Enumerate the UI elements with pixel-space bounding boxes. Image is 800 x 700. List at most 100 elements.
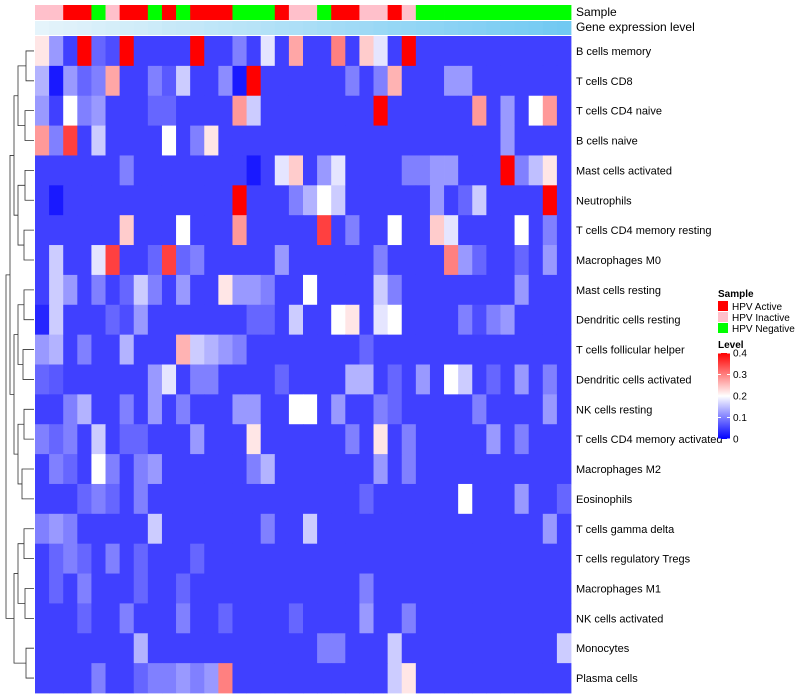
heatmap-cell <box>49 65 64 97</box>
heatmap-cell <box>176 483 191 515</box>
heatmap-cell <box>35 155 50 186</box>
gene-expression-cell <box>556 21 572 35</box>
heatmap-cell <box>105 394 121 425</box>
heatmap-cell <box>133 65 149 97</box>
heatmap-cell <box>387 394 403 425</box>
heatmap-cell <box>204 513 219 545</box>
heatmap-cell <box>556 95 572 126</box>
sample-annotation-cell <box>161 5 177 20</box>
heatmap-cell <box>429 334 445 365</box>
heatmap-cell <box>444 394 459 425</box>
heatmap-cell <box>218 245 233 276</box>
heatmap-cell <box>556 245 572 276</box>
heatmap-cell <box>345 424 360 455</box>
heatmap-cell <box>204 573 219 604</box>
heatmap-cell <box>246 364 262 395</box>
heatmap-cell <box>331 543 346 574</box>
heatmap-cell <box>119 334 135 365</box>
heatmap-cell <box>35 125 50 156</box>
heatmap-cell <box>528 573 544 604</box>
heatmap-cell <box>429 573 445 604</box>
sample-annotation-cell <box>444 5 459 20</box>
heatmap-cell <box>77 603 92 634</box>
heatmap-cell <box>232 125 247 156</box>
heatmap-cell <box>528 424 544 455</box>
heatmap-cell <box>176 36 191 67</box>
heatmap-cell <box>528 125 544 156</box>
dendrogram-branch <box>9 155 14 395</box>
dendrogram-branch <box>17 423 24 485</box>
heatmap-cell <box>274 304 290 336</box>
level-tick-label: 0.1 <box>733 413 747 424</box>
heatmap-cell <box>514 155 530 186</box>
heatmap-cell <box>119 274 135 306</box>
sample-annotation-cell <box>528 5 544 20</box>
heatmap-cell <box>147 95 163 126</box>
heatmap-cell <box>401 185 417 216</box>
heatmap-cell <box>373 245 389 276</box>
dendrogram-branch <box>23 408 34 440</box>
heatmap-cell <box>274 394 290 425</box>
heatmap-cell <box>274 424 290 455</box>
heatmap-cell <box>35 36 50 67</box>
heatmap-cell <box>345 573 360 604</box>
heatmap-cell <box>429 304 445 336</box>
heatmap-cell <box>542 424 558 455</box>
heatmap-cell <box>486 364 501 395</box>
heatmap-cell <box>232 394 247 425</box>
heatmap-cell <box>105 95 121 126</box>
heatmap-cell <box>288 513 304 545</box>
heatmap-cell <box>161 663 177 694</box>
heatmap-cell <box>303 215 318 246</box>
annotation-label-gene-expression: Gene expression level <box>576 20 695 34</box>
level-tick-label: 0 <box>733 435 739 446</box>
gene-expression-cell <box>274 21 290 35</box>
heatmap-cell <box>161 633 177 664</box>
heatmap-cell <box>373 573 389 604</box>
heatmap-cell <box>514 394 530 425</box>
row-label: Macrophages M0 <box>576 255 661 267</box>
legend-entry-label: HPV Negative <box>732 324 795 335</box>
heatmap-cell <box>317 334 332 365</box>
heatmap-cell <box>401 364 417 395</box>
heatmap-cell <box>373 65 389 97</box>
sample-annotation-cell <box>274 5 290 20</box>
heatmap-cell <box>147 513 163 545</box>
gene-expression-cell <box>528 21 544 35</box>
heatmap-cell <box>133 603 149 634</box>
heatmap-cell <box>147 603 163 634</box>
heatmap-cell <box>49 573 64 604</box>
heatmap-cell <box>303 95 318 126</box>
heatmap-cell <box>274 125 290 156</box>
heatmap-cell <box>218 125 233 156</box>
heatmap-cell <box>415 663 431 694</box>
heatmap-cell <box>303 125 318 156</box>
heatmap-cell <box>288 483 304 515</box>
sample-annotation-cell <box>288 5 304 20</box>
sample-annotation-cell <box>63 5 78 20</box>
heatmap-cell <box>528 304 544 336</box>
heatmap-cell <box>260 513 276 545</box>
dendrogram-branch <box>21 468 34 500</box>
heatmap-cell <box>373 454 389 485</box>
heatmap-cell <box>415 603 431 634</box>
heatmap-cell <box>303 364 318 395</box>
heatmap-cell <box>35 334 50 365</box>
heatmap-cell <box>500 543 515 574</box>
heatmap-cell <box>542 543 558 574</box>
heatmap-cell <box>556 663 572 694</box>
heatmap-cell <box>331 513 346 545</box>
heatmap-cell <box>401 215 417 246</box>
heatmap-cell <box>260 155 276 186</box>
heatmap-cell <box>232 36 247 67</box>
gene-expression-cell <box>429 21 445 35</box>
heatmap-cell <box>218 215 233 246</box>
heatmap-cell <box>232 95 247 126</box>
heatmap-cell <box>218 633 233 664</box>
heatmap-cell <box>556 513 572 545</box>
heatmap-cell <box>458 603 473 634</box>
heatmap-cell <box>218 95 233 126</box>
heatmap-cell <box>232 543 247 574</box>
heatmap-cell <box>542 125 558 156</box>
heatmap-cell <box>472 334 487 365</box>
